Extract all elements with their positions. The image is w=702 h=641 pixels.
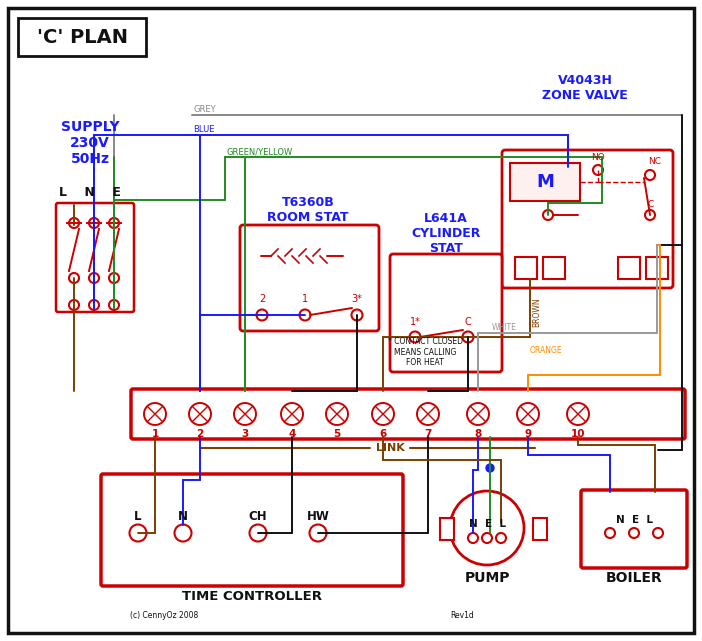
Text: C: C: [465, 317, 471, 327]
Circle shape: [605, 528, 615, 538]
Circle shape: [109, 273, 119, 283]
Circle shape: [89, 218, 99, 228]
Circle shape: [326, 403, 348, 425]
Circle shape: [653, 528, 663, 538]
Circle shape: [189, 403, 211, 425]
Text: TIME CONTROLLER: TIME CONTROLLER: [182, 590, 322, 603]
Bar: [440, 518, 454, 540]
Text: 5: 5: [333, 429, 340, 439]
Text: LINK: LINK: [376, 443, 404, 453]
Circle shape: [69, 218, 79, 228]
Text: 6: 6: [379, 429, 387, 439]
Text: PUMP: PUMP: [464, 571, 510, 585]
Text: 9: 9: [524, 429, 531, 439]
Circle shape: [517, 403, 539, 425]
FancyBboxPatch shape: [101, 474, 403, 586]
Circle shape: [89, 273, 99, 283]
Circle shape: [629, 528, 639, 538]
Text: N: N: [178, 510, 188, 522]
Circle shape: [543, 210, 553, 220]
FancyBboxPatch shape: [240, 225, 379, 331]
Text: 4: 4: [289, 429, 296, 439]
Circle shape: [109, 218, 119, 228]
Text: 1*: 1*: [409, 317, 420, 327]
Text: L641A
CYLINDER
STAT: L641A CYLINDER STAT: [411, 212, 481, 254]
Circle shape: [468, 533, 478, 543]
Circle shape: [372, 403, 394, 425]
Circle shape: [69, 273, 79, 283]
Bar: [533, 518, 547, 540]
FancyBboxPatch shape: [502, 150, 673, 288]
Text: 2: 2: [259, 294, 265, 304]
Text: NC: NC: [648, 157, 661, 166]
Circle shape: [234, 403, 256, 425]
Text: N  E  L: N E L: [616, 515, 652, 525]
Circle shape: [256, 310, 267, 320]
Text: M: M: [536, 173, 554, 191]
Bar: [646, 257, 668, 279]
Text: 3*: 3*: [352, 294, 362, 304]
Circle shape: [249, 524, 267, 542]
Circle shape: [463, 331, 474, 342]
Text: V4043H
ZONE VALVE: V4043H ZONE VALVE: [542, 74, 628, 102]
Text: N  E  L: N E L: [468, 519, 505, 529]
Circle shape: [409, 331, 420, 342]
Text: 3: 3: [241, 429, 249, 439]
Text: GREEN/YELLOW: GREEN/YELLOW: [226, 147, 292, 156]
Circle shape: [109, 300, 119, 310]
Circle shape: [645, 210, 655, 220]
Text: CH: CH: [249, 510, 267, 522]
Text: * CONTACT CLOSED
MEANS CALLING
FOR HEAT: * CONTACT CLOSED MEANS CALLING FOR HEAT: [388, 337, 463, 367]
Circle shape: [175, 524, 192, 542]
Circle shape: [129, 524, 147, 542]
Circle shape: [450, 491, 524, 565]
Text: 7: 7: [424, 429, 432, 439]
Text: 1: 1: [302, 294, 308, 304]
Circle shape: [486, 464, 494, 472]
Circle shape: [310, 524, 326, 542]
FancyBboxPatch shape: [131, 389, 685, 439]
Text: 'C' PLAN: 'C' PLAN: [37, 28, 128, 47]
FancyBboxPatch shape: [56, 203, 134, 312]
Text: L: L: [134, 510, 142, 522]
Circle shape: [144, 403, 166, 425]
Circle shape: [69, 300, 79, 310]
Text: GREY: GREY: [193, 105, 216, 114]
Text: HW: HW: [307, 510, 329, 522]
Text: L    N    E: L N E: [59, 185, 121, 199]
Circle shape: [567, 403, 589, 425]
FancyBboxPatch shape: [390, 254, 502, 372]
Text: (c) CennyOz 2008: (c) CennyOz 2008: [130, 611, 198, 620]
Circle shape: [352, 310, 362, 320]
Text: ORANGE: ORANGE: [530, 346, 562, 355]
Circle shape: [645, 170, 655, 180]
Circle shape: [467, 403, 489, 425]
Text: C: C: [648, 200, 654, 209]
Circle shape: [482, 533, 492, 543]
Text: SUPPLY
230V
50Hz: SUPPLY 230V 50Hz: [60, 120, 119, 166]
Bar: [510, 163, 580, 201]
Text: 10: 10: [571, 429, 585, 439]
Bar: [515, 257, 537, 279]
Text: 1: 1: [152, 429, 159, 439]
Text: 8: 8: [475, 429, 482, 439]
Text: T6360B
ROOM STAT: T6360B ROOM STAT: [267, 196, 349, 224]
Circle shape: [300, 310, 310, 320]
Text: BLUE: BLUE: [193, 125, 215, 134]
Circle shape: [89, 300, 99, 310]
Bar: [543, 257, 565, 279]
Text: WHITE: WHITE: [492, 323, 517, 332]
FancyBboxPatch shape: [581, 490, 687, 568]
Text: 2: 2: [197, 429, 204, 439]
Text: Rev1d: Rev1d: [450, 611, 474, 620]
Text: BOILER: BOILER: [606, 571, 663, 585]
Circle shape: [417, 403, 439, 425]
Bar: [618, 257, 640, 279]
Circle shape: [593, 165, 603, 175]
Text: NO: NO: [591, 153, 605, 162]
Text: BROWN: BROWN: [532, 297, 541, 327]
Circle shape: [281, 403, 303, 425]
Bar: [18, 18, 146, 56]
Circle shape: [496, 533, 506, 543]
